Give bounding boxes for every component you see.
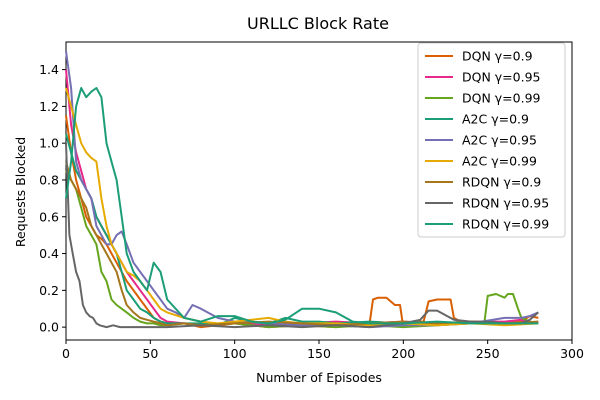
x-axis-label: Number of Episodes — [256, 370, 382, 385]
legend-entry: RDQN γ=0.99 — [462, 217, 549, 232]
y-tick-label: 0.0 — [39, 320, 59, 335]
y-tick-label: 0.8 — [39, 172, 59, 187]
x-axis: 0 50 100 150 200 250 300 — [62, 340, 584, 361]
legend-entry: DQN γ=0.95 — [462, 70, 541, 85]
y-tick-label: 1.4 — [39, 62, 59, 77]
legend-entry: DQN γ=0.9 — [462, 49, 533, 64]
series-line-7 — [65, 143, 539, 329]
y-axis: 0.0 0.2 0.4 0.6 0.8 1.0 1.2 1.4 — [39, 62, 66, 335]
legend-entry: A2C γ=0.99 — [462, 154, 537, 169]
x-tick-label: 100 — [223, 346, 247, 361]
x-tick-label: 0 — [62, 346, 70, 361]
series-line-8 — [65, 87, 539, 325]
legend: DQN γ=0.9 DQN γ=0.95 DQN γ=0.99 A2C γ=0.9 A2… — [417, 42, 566, 238]
legend-entry: A2C γ=0.9 — [462, 112, 529, 127]
y-tick-label: 0.4 — [39, 246, 59, 261]
y-axis-label: Requests Blocked — [13, 137, 28, 247]
y-tick-label: 0.2 — [39, 283, 59, 298]
x-tick-label: 50 — [142, 346, 158, 361]
chart-title: URLLC Block Rate — [247, 14, 389, 33]
series-line-4 — [65, 51, 539, 329]
y-tick-label: 0.6 — [39, 209, 59, 224]
legend-entry: RDQN γ=0.95 — [462, 196, 549, 211]
legend-box — [417, 42, 566, 238]
series-line-3 — [65, 133, 539, 327]
x-tick-label: 150 — [307, 346, 331, 361]
y-tick-label: 1.0 — [39, 136, 59, 151]
legend-entry: DQN γ=0.99 — [462, 91, 541, 106]
legend-entry: RDQN γ=0.9 — [462, 175, 541, 190]
x-tick-label: 200 — [391, 346, 415, 361]
series-lines — [65, 51, 539, 329]
y-tick-label: 1.2 — [39, 99, 59, 114]
x-tick-label: 250 — [476, 346, 500, 361]
x-tick-label: 300 — [560, 346, 584, 361]
legend-entry: A2C γ=0.95 — [462, 133, 537, 148]
